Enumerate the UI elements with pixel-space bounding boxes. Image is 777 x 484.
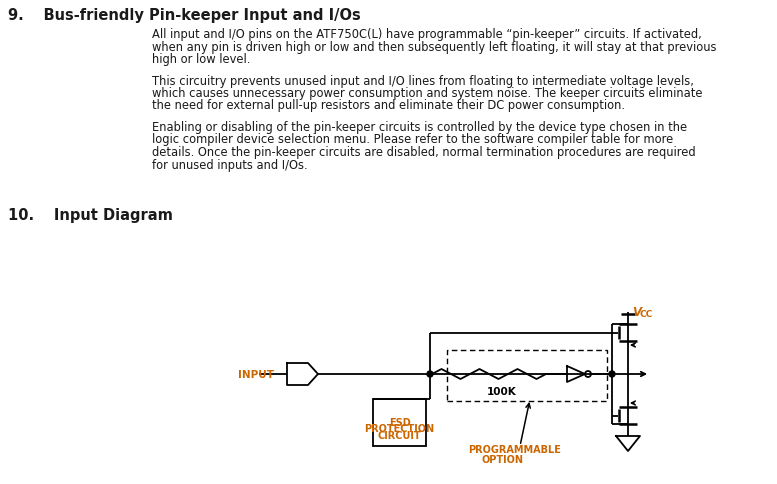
Text: logic compiler device selection menu. Please refer to the software compiler tabl: logic compiler device selection menu. Pl… <box>152 133 673 146</box>
Circle shape <box>609 371 615 377</box>
Bar <box>373 399 426 446</box>
Text: the need for external pull-up resistors and eliminate their DC power consumption: the need for external pull-up resistors … <box>152 99 625 112</box>
Text: 10.  Input Diagram: 10. Input Diagram <box>8 208 172 223</box>
Text: which causes unnecessary power consumption and system noise. The keeper circuits: which causes unnecessary power consumpti… <box>152 87 702 100</box>
Text: OPTION: OPTION <box>482 454 524 464</box>
Text: CC: CC <box>640 309 653 318</box>
Text: All input and I/O pins on the ATF750C(L) have programmable “pin-keeper” circuits: All input and I/O pins on the ATF750C(L)… <box>152 28 702 41</box>
Text: 100K: 100K <box>486 386 517 396</box>
Text: 9.  Bus-friendly Pin-keeper Input and I/Os: 9. Bus-friendly Pin-keeper Input and I/O… <box>8 8 361 23</box>
Text: when any pin is driven high or low and then subsequently left floating, it will : when any pin is driven high or low and t… <box>152 41 716 53</box>
Text: high or low level.: high or low level. <box>152 53 250 66</box>
Circle shape <box>427 371 433 377</box>
Text: V: V <box>632 305 641 318</box>
Text: CIRCUIT: CIRCUIT <box>378 431 421 440</box>
Text: for unused inputs and I/Os.: for unused inputs and I/Os. <box>152 158 308 171</box>
Text: This circuitry prevents unused input and I/O lines from floating to intermediate: This circuitry prevents unused input and… <box>152 75 694 87</box>
Bar <box>447 350 607 401</box>
Text: Enabling or disabling of the pin-keeper circuits is controlled by the device typ: Enabling or disabling of the pin-keeper … <box>152 121 687 134</box>
Text: PROGRAMMABLE: PROGRAMMABLE <box>468 444 561 454</box>
Text: PROTECTION: PROTECTION <box>364 424 434 434</box>
Text: INPUT: INPUT <box>238 369 274 379</box>
Text: details. Once the pin-keeper circuits are disabled, normal termination procedure: details. Once the pin-keeper circuits ar… <box>152 146 695 159</box>
Text: ESD: ESD <box>388 418 410 428</box>
